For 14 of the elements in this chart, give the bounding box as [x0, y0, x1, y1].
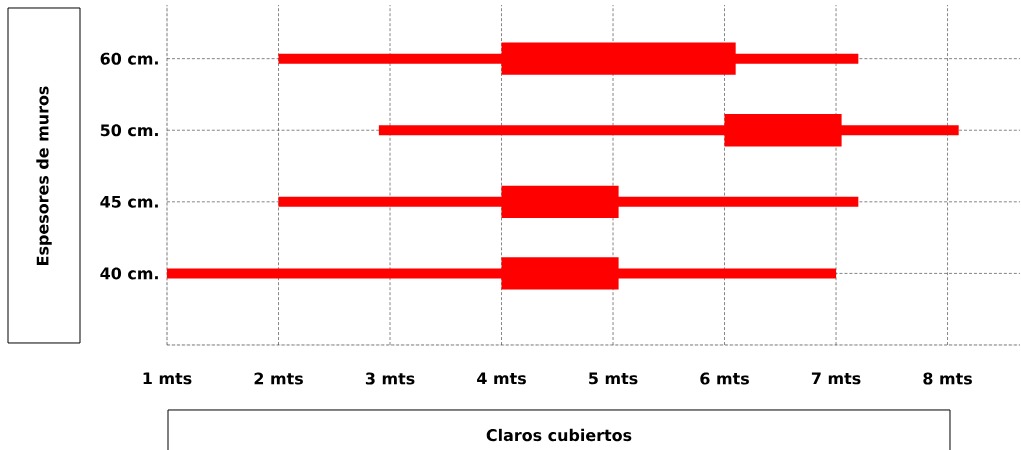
x-tick-label: 8 mts: [923, 372, 972, 385]
y-axis-title: Espesores de muros: [36, 86, 52, 265]
x-tick-label: 2 mts: [254, 372, 303, 385]
x-tick-label: 6 mts: [700, 372, 749, 385]
y-tick-label: 45 cm.: [100, 195, 158, 208]
y-tick-label: 40 cm.: [100, 267, 158, 280]
x-tick-label: 3 mts: [365, 372, 415, 385]
x-tick-label: 7 mts: [811, 372, 861, 385]
x-tick-label: 1 mts: [143, 372, 192, 385]
y-tick-label: 50 cm.: [100, 124, 158, 137]
x-axis-title: Claros cubiertos: [486, 428, 632, 442]
y-tick-label: 60 cm.: [100, 52, 158, 65]
x-tick-label: 4 mts: [477, 372, 526, 385]
x-tick-label: 5 mts: [589, 372, 638, 385]
